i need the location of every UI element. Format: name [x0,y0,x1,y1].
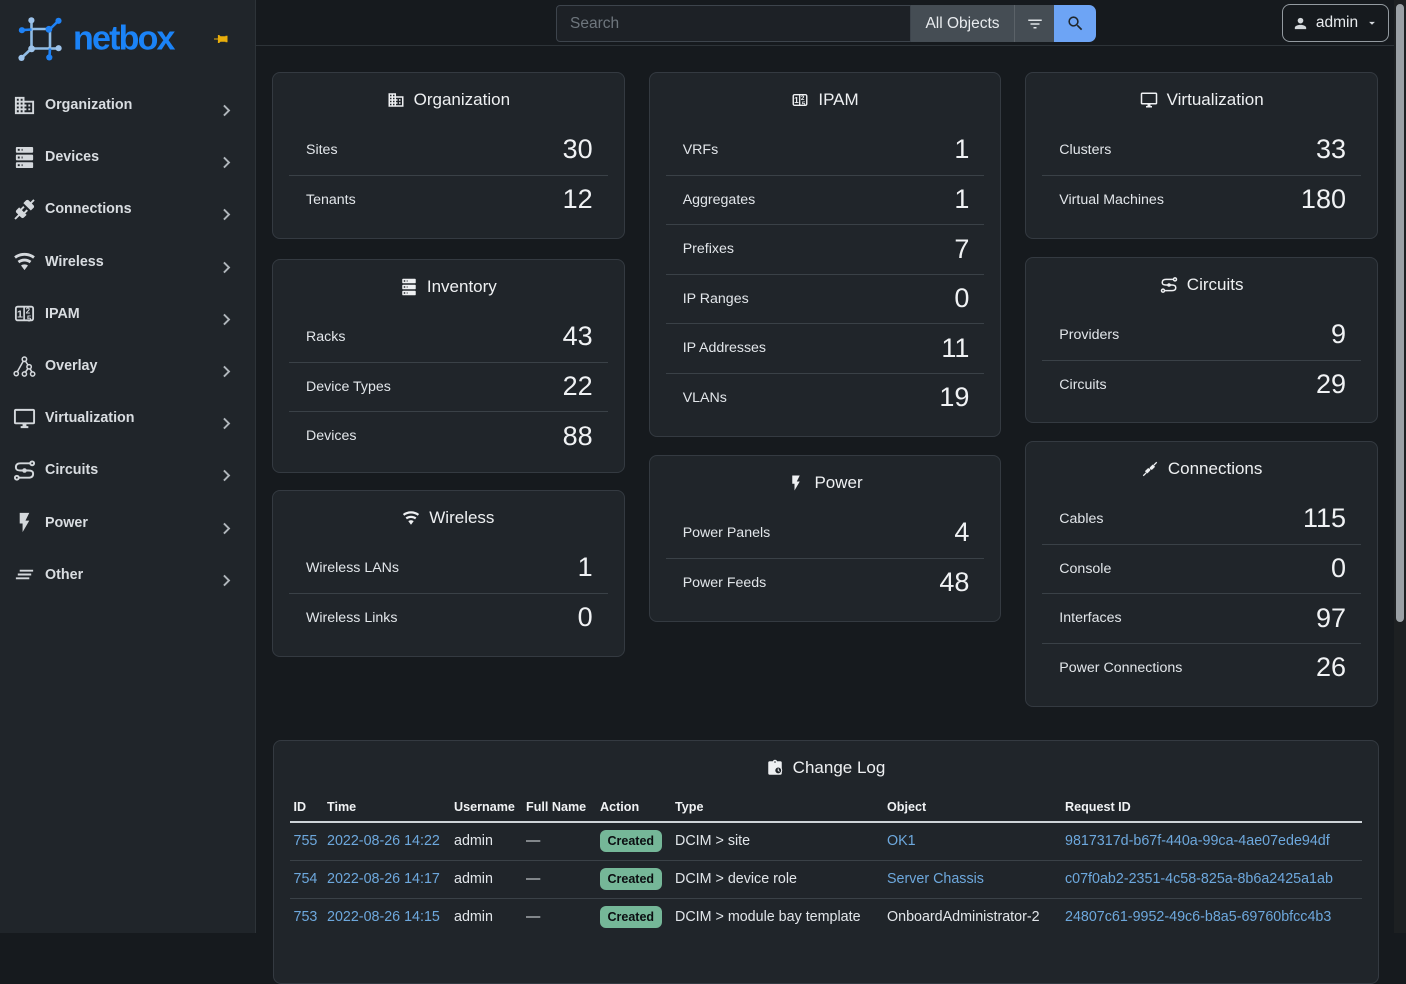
svg-text:5: 5 [802,101,806,108]
svg-text:2: 2 [26,307,31,316]
svg-text:5: 5 [27,315,32,324]
svg-text:1: 1 [17,309,23,321]
svg-text:1: 1 [794,96,799,105]
svg-text:netbox: netbox [73,20,176,58]
svg-text:2: 2 [801,95,805,102]
